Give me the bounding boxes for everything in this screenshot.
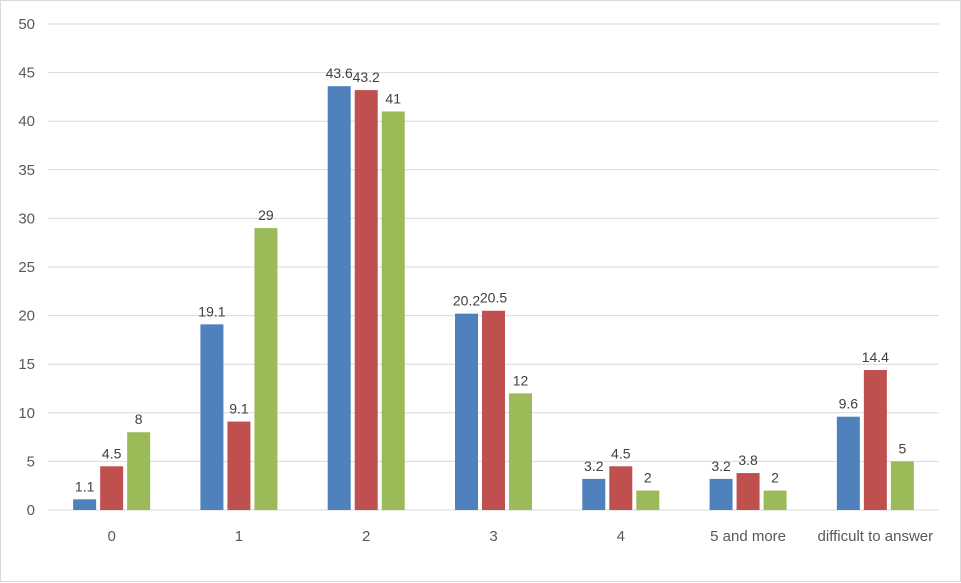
bar-2-0 xyxy=(100,466,124,510)
y-tick-label: 40 xyxy=(18,113,35,130)
data-label: 29 xyxy=(258,207,274,223)
bars xyxy=(73,86,914,510)
bar-3-6 xyxy=(890,461,914,510)
x-tick-label: 3 xyxy=(489,528,497,545)
bar-1-2 xyxy=(327,86,351,510)
y-tick-label: 10 xyxy=(18,405,35,422)
data-label: 9.1 xyxy=(229,401,249,417)
data-label: 20.5 xyxy=(480,290,507,306)
data-label: 9.6 xyxy=(839,396,859,412)
data-label: 5 xyxy=(898,440,906,456)
bar-1-6 xyxy=(836,416,860,510)
x-tick-label: 1 xyxy=(235,528,243,545)
y-tick-label: 5 xyxy=(27,453,35,470)
data-label: 2 xyxy=(771,470,779,486)
bar-3-2 xyxy=(381,111,405,510)
data-label: 12 xyxy=(513,372,529,388)
bar-2-6 xyxy=(863,370,887,510)
data-label: 3.8 xyxy=(738,452,758,468)
y-axis-ticks: 0 5 10 15 20 25 30 35 40 45 50 xyxy=(18,16,35,519)
y-tick-label: 25 xyxy=(18,259,35,276)
y-tick-label: 30 xyxy=(18,210,35,227)
data-label: 1.1 xyxy=(75,478,95,494)
x-tick-label: 4 xyxy=(617,528,625,545)
x-tick-label: 2 xyxy=(362,528,370,545)
bar-2-5 xyxy=(736,473,760,510)
data-label: 43.2 xyxy=(353,69,380,85)
bar-3-3 xyxy=(509,393,532,510)
bar-2-2 xyxy=(354,90,378,510)
data-label: 41 xyxy=(385,90,401,106)
bar-3-5 xyxy=(763,490,787,510)
data-labels: 1.1 4.5 8 19.1 9.1 29 43.6 43.2 41 20.2 20.5 12 3.2 4… xyxy=(75,65,907,494)
data-label: 43.6 xyxy=(326,65,353,81)
bar-1-4 xyxy=(582,478,606,510)
bar-1-1 xyxy=(200,324,224,510)
data-label: 19.1 xyxy=(198,303,225,319)
bar-3-0 xyxy=(127,432,151,510)
bar-3-1 xyxy=(254,228,278,510)
y-tick-label: 45 xyxy=(18,65,35,82)
y-tick-label: 20 xyxy=(18,308,35,325)
bar-1-3 xyxy=(455,313,478,510)
data-label: 2 xyxy=(644,470,652,486)
bar-1-5 xyxy=(709,478,733,510)
x-axis-ticks: 0 1 2 3 4 5 and more difficult to answer xyxy=(107,528,933,545)
bar-1-0 xyxy=(73,499,97,510)
y-tick-label: 15 xyxy=(18,356,35,373)
x-tick-label: 5 and more xyxy=(710,528,786,545)
y-tick-label: 0 xyxy=(27,502,35,519)
data-label: 20.2 xyxy=(453,293,480,309)
data-label: 4.5 xyxy=(102,445,122,461)
data-label: 8 xyxy=(135,411,143,427)
data-label: 14.4 xyxy=(862,349,889,365)
y-tick-label: 50 xyxy=(18,16,35,33)
x-tick-label: 0 xyxy=(107,528,115,545)
bar-2-4 xyxy=(609,466,633,510)
data-label: 3.2 xyxy=(711,458,731,474)
bar-2-3 xyxy=(482,310,505,510)
bar-3-4 xyxy=(636,490,660,510)
y-tick-label: 35 xyxy=(18,162,35,179)
x-tick-label: difficult to answer xyxy=(818,528,934,545)
data-label: 3.2 xyxy=(584,458,604,474)
bar-2-1 xyxy=(227,421,251,510)
data-label: 4.5 xyxy=(611,445,631,461)
